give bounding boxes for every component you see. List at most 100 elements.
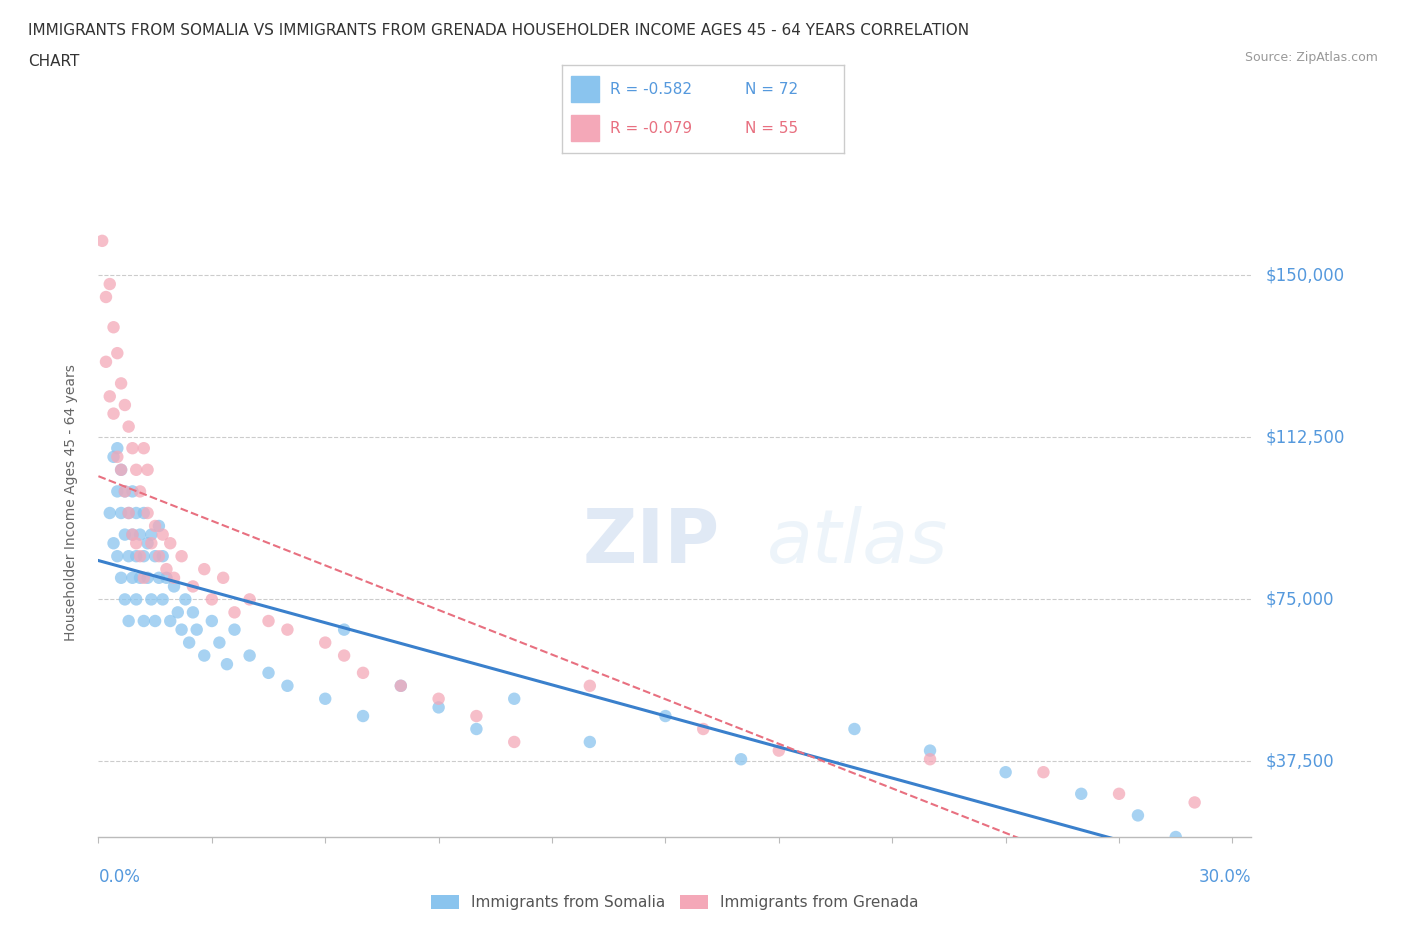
Text: $150,000: $150,000	[1265, 266, 1344, 285]
Point	[132, 549, 155, 564]
Point	[389, 678, 412, 693]
Text: N = 55: N = 55	[745, 121, 799, 136]
Point	[276, 622, 298, 637]
Point	[114, 397, 136, 412]
Text: atlas: atlas	[768, 506, 949, 578]
Point	[654, 709, 676, 724]
Legend: Immigrants from Somalia, Immigrants from Grenada: Immigrants from Somalia, Immigrants from…	[425, 889, 925, 916]
Point	[503, 691, 526, 706]
Point	[352, 709, 374, 724]
Point	[132, 506, 155, 521]
Point	[208, 635, 231, 650]
Point	[212, 570, 235, 585]
Point	[181, 604, 204, 619]
Point	[98, 389, 121, 404]
Point	[692, 722, 714, 737]
Point	[186, 622, 208, 637]
Point	[148, 570, 170, 585]
Point	[141, 592, 163, 607]
Text: Source: ZipAtlas.com: Source: ZipAtlas.com	[1244, 51, 1378, 64]
Text: R = -0.079: R = -0.079	[610, 121, 692, 136]
Point	[114, 484, 136, 498]
Text: 30.0%: 30.0%	[1199, 868, 1251, 885]
Point	[114, 484, 136, 498]
Point	[193, 562, 215, 577]
Text: 0.0%: 0.0%	[98, 868, 141, 885]
Point	[94, 354, 117, 369]
Point	[105, 449, 128, 464]
Point	[94, 289, 117, 304]
Point	[136, 570, 159, 585]
Point	[159, 614, 181, 629]
Point	[163, 579, 186, 594]
Point	[159, 536, 181, 551]
Point	[181, 579, 204, 594]
Point	[98, 276, 121, 291]
Point	[103, 320, 125, 335]
Point	[143, 519, 166, 534]
Point	[1184, 795, 1206, 810]
Point	[118, 506, 141, 521]
Point	[105, 346, 128, 361]
Point	[103, 536, 125, 551]
Text: $112,500: $112,500	[1265, 429, 1344, 446]
Text: $75,000: $75,000	[1265, 591, 1334, 608]
Text: CHART: CHART	[28, 54, 80, 69]
Point	[118, 614, 141, 629]
Point	[110, 506, 132, 521]
Point	[201, 592, 224, 607]
Point	[129, 549, 152, 564]
Point	[110, 462, 132, 477]
Text: R = -0.582: R = -0.582	[610, 83, 692, 98]
Point	[1240, 882, 1263, 897]
Point	[148, 549, 170, 564]
Point	[389, 678, 412, 693]
Y-axis label: Householder Income Ages 45 - 64 years: Householder Income Ages 45 - 64 years	[63, 364, 77, 641]
Point	[121, 527, 143, 542]
Point	[579, 678, 602, 693]
Point	[994, 764, 1017, 779]
Text: ZIP: ZIP	[582, 506, 720, 578]
Point	[465, 709, 488, 724]
Point	[105, 549, 128, 564]
Point	[314, 691, 336, 706]
Text: N = 72: N = 72	[745, 83, 799, 98]
Point	[844, 722, 866, 737]
Point	[132, 570, 155, 585]
Point	[427, 700, 450, 715]
Point	[201, 614, 224, 629]
Point	[136, 536, 159, 551]
Point	[110, 462, 132, 477]
Point	[105, 441, 128, 456]
Point	[121, 484, 143, 498]
Point	[125, 592, 148, 607]
Point	[110, 376, 132, 391]
Point	[503, 735, 526, 750]
Point	[114, 592, 136, 607]
Point	[1164, 830, 1187, 844]
Point	[141, 527, 163, 542]
Point	[239, 648, 262, 663]
Point	[129, 527, 152, 542]
Point	[465, 722, 488, 737]
Point	[152, 549, 174, 564]
Point	[1108, 787, 1130, 802]
Point	[257, 614, 280, 629]
Point	[179, 635, 201, 650]
Point	[125, 536, 148, 551]
Point	[105, 484, 128, 498]
Point	[730, 751, 752, 766]
Bar	[571, 114, 599, 141]
Point	[579, 735, 602, 750]
Point	[768, 743, 790, 758]
Point	[333, 622, 356, 637]
Point	[174, 592, 197, 607]
Bar	[571, 75, 599, 102]
Point	[1070, 787, 1092, 802]
Point	[170, 549, 193, 564]
Point	[166, 604, 188, 619]
Point	[136, 462, 159, 477]
Point	[427, 691, 450, 706]
Point	[110, 570, 132, 585]
Point	[352, 665, 374, 680]
